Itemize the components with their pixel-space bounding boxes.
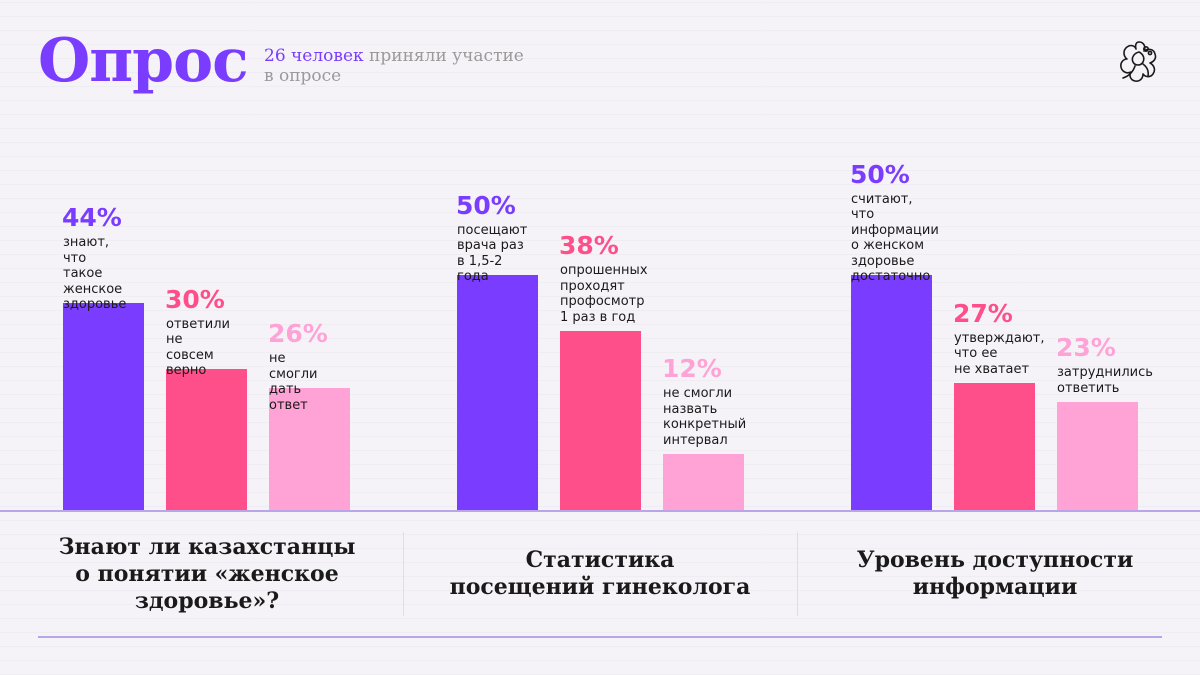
bottom-divider [38, 636, 1162, 638]
bar-description: ответили не совсем верно [166, 316, 230, 379]
bar-value-label: 23% [1056, 333, 1116, 362]
page-title: Опрос [38, 26, 249, 96]
chart-bar [560, 331, 641, 510]
category-divider [797, 532, 798, 616]
bar-value-label: 50% [456, 190, 516, 220]
bar-value-label: 50% [850, 159, 910, 189]
chart-bar [457, 275, 538, 510]
bar-description: считают, что информации о женском здоров… [851, 191, 939, 285]
bar-description: не смогли дать ответ [269, 351, 318, 413]
category-title: Уровень доступности информации [856, 547, 1134, 600]
bar-description: затруднились ответить [1057, 365, 1153, 396]
chart-bar [63, 303, 144, 510]
bar-description: знают, что такое женское здоровье [63, 235, 127, 312]
chart-bar [954, 383, 1035, 510]
category-title: Статистика посещений гинеколога [449, 547, 751, 600]
chart-bar [663, 454, 744, 510]
chart-bar [851, 275, 932, 510]
chart-bar [166, 369, 247, 510]
bar-value-label: 27% [953, 298, 1013, 328]
chart-bar [269, 388, 350, 510]
respondent-count: 26 человек [264, 46, 364, 66]
bar-value-label: 26% [268, 319, 328, 348]
bar-description: не смогли назвать конкретный интервал [663, 386, 747, 448]
bar-description: опрошенных проходят профосмотр 1 раз в г… [560, 263, 648, 325]
chart-baseline [0, 510, 1200, 512]
category-divider [403, 532, 404, 616]
bar-value-label: 44% [62, 203, 122, 232]
page-subtitle: 26 человек приняли участие в опросе [264, 46, 524, 86]
bar-value-label: 30% [165, 284, 225, 314]
bar-description: утверждают, что ее не хватает [954, 330, 1045, 377]
bar-value-label: 38% [559, 231, 619, 260]
flower-logo-icon [1120, 41, 1157, 82]
category-title: Знают ли казахстанцы о понятии «женское … [58, 534, 356, 614]
bar-description: посещают врача раз в 1,5-2 года [457, 222, 528, 285]
subtitle-text: приняли участие в опросе [264, 46, 524, 86]
chart-bar [1057, 402, 1138, 510]
bar-value-label: 12% [662, 354, 722, 383]
